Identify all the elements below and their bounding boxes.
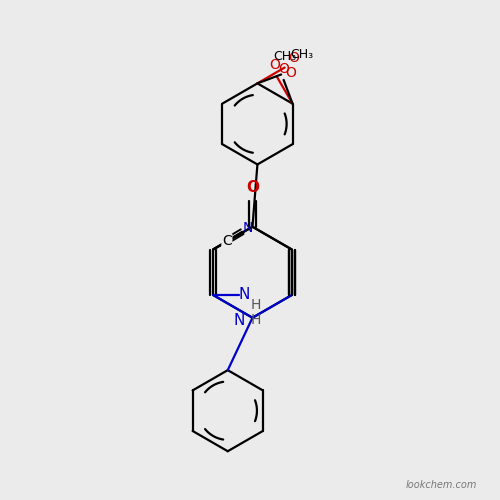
Text: CH₃: CH₃ (290, 48, 314, 60)
Text: N: N (238, 288, 250, 302)
Text: C: C (222, 234, 232, 248)
Text: CH₃: CH₃ (274, 50, 296, 62)
Text: O: O (269, 58, 280, 72)
Text: O: O (278, 62, 289, 76)
Text: O: O (246, 180, 259, 195)
Text: O: O (288, 51, 300, 65)
Text: N: N (234, 312, 245, 328)
Text: H: H (251, 312, 262, 326)
Text: O: O (285, 66, 296, 80)
Text: lookchem.com: lookchem.com (406, 480, 477, 490)
Text: N: N (243, 220, 254, 234)
Text: H: H (251, 298, 262, 312)
